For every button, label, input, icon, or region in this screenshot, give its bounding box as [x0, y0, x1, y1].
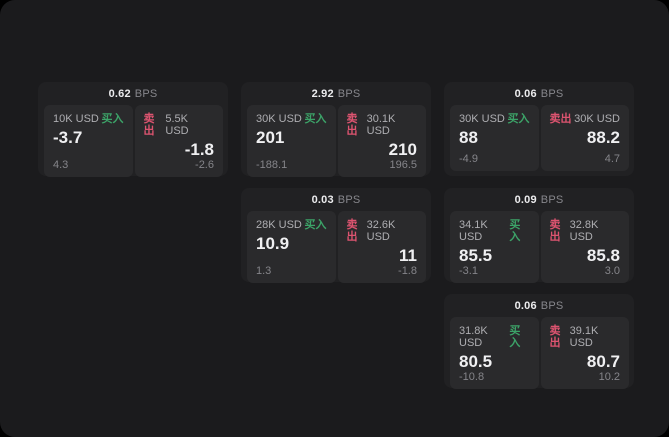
buy-amount: 34.1K USD: [459, 219, 488, 243]
sell-label[interactable]: 卖出: [346, 113, 358, 137]
card-header: 0.06 BPS: [444, 82, 634, 105]
quote-card: 0.06 BPS 30K USD 买入 88 -4.9 卖出 30K USD 8…: [444, 82, 634, 176]
buy-amount: 28K USD: [256, 219, 302, 231]
buy-panel[interactable]: 30K USD 买入 88 -4.9: [450, 105, 539, 171]
buy-label[interactable]: 买入: [509, 219, 521, 243]
buy-delta: 4.3: [53, 159, 69, 171]
quote-card: 0.06 BPS 31.8K USD 买入 80.5 -10.8 卖出 39.1…: [444, 294, 634, 389]
card-header: 0.03 BPS: [241, 188, 431, 211]
quote-panels: 10K USD 买入 -3.7 4.3 卖出 5.5K USD -1.8 -2.…: [38, 105, 228, 182]
bps-unit: BPS: [540, 87, 564, 100]
sell-panel[interactable]: 卖出 30.1K USD 210 196.5: [337, 105, 426, 177]
quote-panels: 30K USD 买入 88 -4.9 卖出 30K USD 88.2 4.7: [444, 105, 634, 176]
sell-amount: 39.1K USD: [569, 325, 599, 349]
card-header: 0.62 BPS: [38, 82, 228, 105]
sell-amount: 30.1K USD: [366, 113, 396, 137]
sell-delta: -1.8: [398, 265, 417, 277]
sell-label[interactable]: 卖出: [549, 113, 572, 125]
sell-amount: 30K USD: [574, 113, 620, 125]
buy-label[interactable]: 买入: [507, 113, 530, 125]
bps-value: 0.06: [514, 299, 537, 312]
sell-price: 85.8: [586, 246, 620, 265]
quote-panels: 31.8K USD 买入 80.5 -10.8 卖出 39.1K USD 80.…: [444, 317, 634, 394]
sell-delta: 3.0: [604, 265, 620, 277]
sell-price: 210: [388, 140, 417, 159]
buy-amount: 30K USD: [256, 113, 302, 125]
bps-value: 0.06: [514, 87, 537, 100]
buy-label[interactable]: 买入: [304, 113, 327, 125]
buy-price: 10.9: [256, 234, 290, 253]
bps-unit: BPS: [337, 193, 361, 206]
card-header: 0.06 BPS: [444, 294, 634, 317]
quote-panels: 30K USD 买入 201 -188.1 卖出 30.1K USD 210 1…: [241, 105, 431, 182]
buy-panel[interactable]: 10K USD 买入 -3.7 4.3: [44, 105, 133, 177]
buy-price: -3.7: [53, 128, 83, 147]
sell-delta: 10.2: [598, 371, 620, 383]
card-header: 0.09 BPS: [444, 188, 634, 211]
sell-label[interactable]: 卖出: [346, 219, 358, 243]
buy-label[interactable]: 买入: [304, 219, 327, 231]
sell-amount: 5.5K USD: [165, 113, 189, 137]
buy-delta: -3.1: [459, 265, 478, 277]
quote-panels: 34.1K USD 买入 85.5 -3.1 卖出 32.8K USD 85.8…: [444, 211, 634, 288]
quote-card: 2.92 BPS 30K USD 买入 201 -188.1 卖出 30.1K …: [241, 82, 431, 177]
bps-unit: BPS: [540, 299, 564, 312]
buy-price: 80.5: [459, 352, 493, 371]
bps-value: 0.62: [108, 87, 131, 100]
buy-panel[interactable]: 34.1K USD 买入 85.5 -3.1: [450, 211, 539, 283]
quote-card: 0.09 BPS 34.1K USD 买入 85.5 -3.1 卖出 32.8K…: [444, 188, 634, 283]
sell-delta: 196.5: [389, 159, 417, 171]
buy-panel[interactable]: 31.8K USD 买入 80.5 -10.8: [450, 317, 539, 389]
card-header: 2.92 BPS: [241, 82, 431, 105]
sell-panel[interactable]: 卖出 30K USD 88.2 4.7: [540, 105, 629, 171]
sell-panel[interactable]: 卖出 39.1K USD 80.7 10.2: [540, 317, 629, 389]
sell-price: 88.2: [586, 128, 620, 147]
buy-label[interactable]: 买入: [509, 325, 521, 349]
sell-panel[interactable]: 卖出 5.5K USD -1.8 -2.6: [134, 105, 223, 177]
bps-value: 0.09: [514, 193, 537, 206]
buy-price: 88: [459, 128, 478, 147]
buy-label[interactable]: 买入: [101, 113, 124, 125]
buy-panel[interactable]: 30K USD 买入 201 -188.1: [247, 105, 336, 177]
bps-unit: BPS: [540, 193, 564, 206]
buy-amount: 30K USD: [459, 113, 505, 125]
quote-card: 0.62 BPS 10K USD 买入 -3.7 4.3 卖出 5.5K USD…: [38, 82, 228, 177]
buy-price: 201: [256, 128, 285, 147]
quote-panels: 28K USD 买入 10.9 1.3 卖出 32.6K USD 11 -1.8: [241, 211, 431, 288]
sell-panel[interactable]: 卖出 32.8K USD 85.8 3.0: [540, 211, 629, 283]
buy-price: 85.5: [459, 246, 493, 265]
bps-value: 0.03: [311, 193, 334, 206]
buy-delta: 1.3: [256, 265, 272, 277]
sell-label[interactable]: 卖出: [549, 325, 561, 349]
buy-delta: -188.1: [256, 159, 288, 171]
sell-price: -1.8: [184, 140, 214, 159]
buy-delta: -10.8: [459, 371, 485, 383]
sell-price: 80.7: [586, 352, 620, 371]
buy-delta: -4.9: [459, 153, 478, 165]
sell-label[interactable]: 卖出: [549, 219, 561, 243]
bps-unit: BPS: [134, 87, 158, 100]
bps-unit: BPS: [337, 87, 361, 100]
sell-amount: 32.6K USD: [366, 219, 396, 243]
sell-label[interactable]: 卖出: [143, 113, 155, 137]
sell-panel[interactable]: 卖出 32.6K USD 11 -1.8: [337, 211, 426, 283]
sell-delta: -2.6: [195, 159, 214, 171]
sell-price: 11: [399, 246, 417, 265]
sell-amount: 32.8K USD: [569, 219, 599, 243]
bps-value: 2.92: [311, 87, 334, 100]
buy-amount: 10K USD: [53, 113, 99, 125]
buy-panel[interactable]: 28K USD 买入 10.9 1.3: [247, 211, 336, 283]
sell-delta: 4.7: [604, 153, 620, 165]
buy-amount: 31.8K USD: [459, 325, 488, 349]
quote-card: 0.03 BPS 28K USD 买入 10.9 1.3 卖出 32.6K US…: [241, 188, 431, 283]
